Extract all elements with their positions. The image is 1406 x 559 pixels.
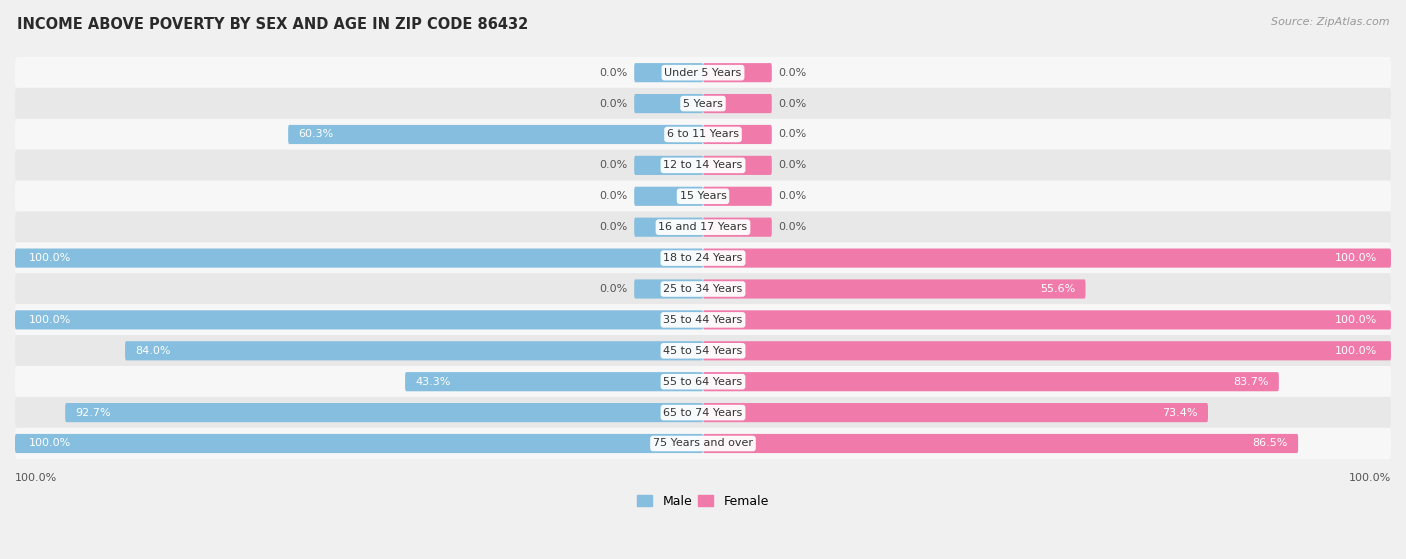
Text: 100.0%: 100.0%	[1348, 473, 1391, 483]
Text: 0.0%: 0.0%	[779, 130, 807, 140]
FancyBboxPatch shape	[703, 280, 1085, 299]
FancyBboxPatch shape	[405, 372, 703, 391]
Legend: Male, Female: Male, Female	[633, 490, 773, 513]
Text: 12 to 14 Years: 12 to 14 Years	[664, 160, 742, 170]
Text: 73.4%: 73.4%	[1163, 408, 1198, 418]
Text: 0.0%: 0.0%	[599, 222, 627, 232]
FancyBboxPatch shape	[15, 273, 1391, 305]
FancyBboxPatch shape	[15, 310, 703, 329]
FancyBboxPatch shape	[15, 242, 1391, 274]
FancyBboxPatch shape	[703, 434, 1298, 453]
FancyBboxPatch shape	[125, 341, 703, 361]
Text: 16 and 17 Years: 16 and 17 Years	[658, 222, 748, 232]
Text: 6 to 11 Years: 6 to 11 Years	[666, 130, 740, 140]
FancyBboxPatch shape	[703, 125, 772, 144]
FancyBboxPatch shape	[634, 94, 703, 113]
FancyBboxPatch shape	[703, 94, 772, 113]
Text: 0.0%: 0.0%	[779, 98, 807, 108]
Text: 100.0%: 100.0%	[28, 438, 72, 448]
Text: 0.0%: 0.0%	[599, 284, 627, 294]
Text: 0.0%: 0.0%	[599, 160, 627, 170]
FancyBboxPatch shape	[15, 150, 1391, 181]
Text: 55.6%: 55.6%	[1040, 284, 1076, 294]
Text: 0.0%: 0.0%	[599, 98, 627, 108]
Text: Under 5 Years: Under 5 Years	[665, 68, 741, 78]
Text: 18 to 24 Years: 18 to 24 Years	[664, 253, 742, 263]
FancyBboxPatch shape	[703, 156, 772, 175]
FancyBboxPatch shape	[15, 397, 1391, 428]
Text: Source: ZipAtlas.com: Source: ZipAtlas.com	[1271, 17, 1389, 27]
Text: 100.0%: 100.0%	[1334, 346, 1378, 356]
FancyBboxPatch shape	[15, 366, 1391, 397]
Text: 0.0%: 0.0%	[779, 222, 807, 232]
Text: 45 to 54 Years: 45 to 54 Years	[664, 346, 742, 356]
FancyBboxPatch shape	[703, 217, 772, 237]
Text: 55 to 64 Years: 55 to 64 Years	[664, 377, 742, 387]
FancyBboxPatch shape	[634, 217, 703, 237]
Text: 15 Years: 15 Years	[679, 191, 727, 201]
Text: 84.0%: 84.0%	[135, 346, 172, 356]
FancyBboxPatch shape	[15, 211, 1391, 243]
FancyBboxPatch shape	[15, 88, 1391, 119]
FancyBboxPatch shape	[634, 280, 703, 299]
FancyBboxPatch shape	[703, 341, 1391, 361]
Text: 86.5%: 86.5%	[1253, 438, 1288, 448]
Text: 100.0%: 100.0%	[1334, 253, 1378, 263]
Text: 92.7%: 92.7%	[76, 408, 111, 418]
FancyBboxPatch shape	[15, 335, 1391, 367]
FancyBboxPatch shape	[634, 187, 703, 206]
Text: 35 to 44 Years: 35 to 44 Years	[664, 315, 742, 325]
FancyBboxPatch shape	[15, 181, 1391, 212]
FancyBboxPatch shape	[703, 249, 1391, 268]
Text: 65 to 74 Years: 65 to 74 Years	[664, 408, 742, 418]
FancyBboxPatch shape	[288, 125, 703, 144]
FancyBboxPatch shape	[15, 304, 1391, 335]
FancyBboxPatch shape	[65, 403, 703, 422]
Text: 100.0%: 100.0%	[15, 473, 58, 483]
Text: 0.0%: 0.0%	[779, 68, 807, 78]
FancyBboxPatch shape	[634, 63, 703, 82]
Text: 0.0%: 0.0%	[779, 160, 807, 170]
FancyBboxPatch shape	[703, 403, 1208, 422]
FancyBboxPatch shape	[15, 57, 1391, 88]
FancyBboxPatch shape	[703, 372, 1279, 391]
Text: 100.0%: 100.0%	[28, 315, 72, 325]
Text: 43.3%: 43.3%	[415, 377, 451, 387]
Text: INCOME ABOVE POVERTY BY SEX AND AGE IN ZIP CODE 86432: INCOME ABOVE POVERTY BY SEX AND AGE IN Z…	[17, 17, 529, 32]
FancyBboxPatch shape	[703, 63, 772, 82]
Text: 0.0%: 0.0%	[599, 191, 627, 201]
Text: 25 to 34 Years: 25 to 34 Years	[664, 284, 742, 294]
Text: 100.0%: 100.0%	[1334, 315, 1378, 325]
Text: 83.7%: 83.7%	[1233, 377, 1268, 387]
FancyBboxPatch shape	[15, 249, 703, 268]
FancyBboxPatch shape	[15, 434, 703, 453]
FancyBboxPatch shape	[703, 310, 1391, 329]
Text: 100.0%: 100.0%	[28, 253, 72, 263]
Text: 75 Years and over: 75 Years and over	[652, 438, 754, 448]
Text: 0.0%: 0.0%	[779, 191, 807, 201]
FancyBboxPatch shape	[15, 428, 1391, 459]
FancyBboxPatch shape	[703, 187, 772, 206]
Text: 0.0%: 0.0%	[599, 68, 627, 78]
FancyBboxPatch shape	[15, 119, 1391, 150]
Text: 60.3%: 60.3%	[298, 130, 333, 140]
Text: 5 Years: 5 Years	[683, 98, 723, 108]
FancyBboxPatch shape	[634, 156, 703, 175]
